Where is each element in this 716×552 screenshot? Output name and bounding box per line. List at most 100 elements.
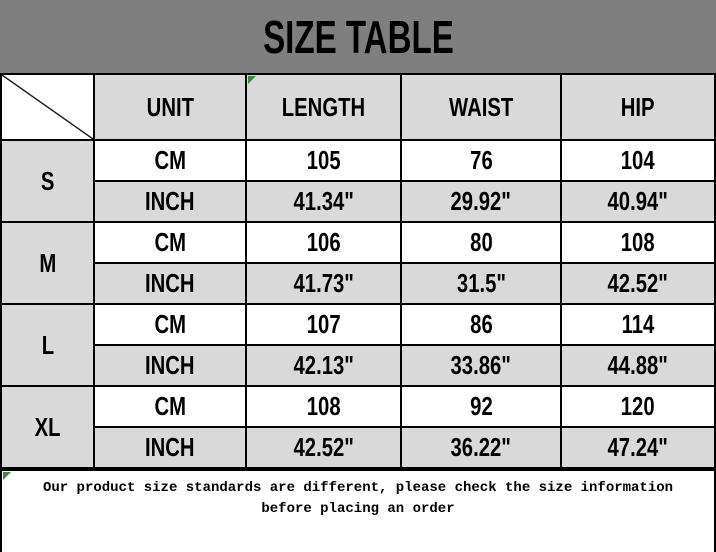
green-corner-flag-icon: [3, 472, 11, 480]
cell-value: INCH: [145, 268, 195, 298]
cell-value: 86: [469, 309, 493, 339]
cell-value: CM: [154, 227, 186, 257]
unit-cell: CM: [93, 385, 247, 428]
table-cell: 106: [245, 221, 402, 264]
cell-value: 120: [621, 391, 655, 421]
col-header-hip: HIP: [560, 73, 716, 141]
cell-value: 80: [469, 227, 493, 257]
unit-cell: CM: [93, 139, 247, 182]
size-label-m: M: [0, 221, 95, 305]
table-row-m-cm: M CM 106 80 108: [0, 221, 716, 305]
table-cell: 105: [245, 139, 402, 182]
cell-value: INCH: [145, 186, 195, 216]
note-line-2: before placing an order: [261, 501, 455, 517]
table-row-s-cm: S CM 105 76 104: [0, 139, 716, 223]
table-row-xl-cm: XL CM 108 92 120: [0, 385, 716, 469]
col-header-label: WAIST: [448, 91, 514, 122]
table-cell: 40.94": [560, 180, 716, 223]
table-cell: 107: [245, 303, 402, 346]
cell-value: 76: [469, 145, 493, 175]
cell-value: 108: [306, 391, 341, 421]
table-cell: 42.52": [560, 262, 716, 305]
table-cell: 76: [400, 139, 562, 182]
cell-value: 36.22": [450, 432, 512, 462]
diagonal-header-cell: [0, 73, 95, 141]
table-cell: 36.22": [400, 426, 562, 469]
table-cell: 120: [560, 385, 716, 428]
table-cell: 41.34": [245, 180, 402, 223]
title-banner: SIZE TABLE: [0, 0, 716, 73]
size-label-xl: XL: [0, 385, 95, 469]
size-label-s: S: [0, 139, 95, 223]
table-row-l-cm: L CM 107 86 114: [0, 303, 716, 387]
table-row-m-inch: INCH 41.73" 31.5" 42.52": [1, 262, 716, 305]
cell-value: 41.34": [293, 186, 354, 216]
size-label: XL: [34, 411, 61, 442]
table-cell: 41.73": [245, 262, 402, 305]
size-label: L: [41, 329, 54, 360]
unit-cell: INCH: [93, 426, 247, 469]
cell-value: CM: [154, 391, 186, 421]
cell-value: 41.73": [293, 268, 354, 298]
table-cell: 104: [560, 139, 716, 182]
col-header-length: LENGTH: [245, 73, 402, 141]
table-row-xl-inch: INCH 42.52" 36.22" 47.24": [1, 426, 716, 469]
cell-value: INCH: [145, 350, 195, 380]
unit-cell: INCH: [93, 344, 247, 387]
table-cell: 42.52": [245, 426, 402, 469]
size-label: S: [40, 165, 55, 196]
cell-value: 40.94": [607, 186, 669, 216]
table-cell: 31.5": [400, 262, 562, 305]
table-cell: 47.24": [560, 426, 716, 469]
table-cell: 33.86": [400, 344, 562, 387]
note-box: Our product size standards are different…: [0, 469, 716, 552]
note-line-1: Our product size standards are different…: [42, 480, 674, 496]
cell-value: 33.86": [450, 350, 512, 380]
cell-value: 108: [621, 227, 655, 257]
unit-cell: INCH: [93, 180, 247, 223]
cell-value: 114: [621, 309, 655, 339]
cell-value: 31.5": [456, 268, 506, 298]
size-table: UNIT LENGTH WAIST HIP S CM 105 76 104 IN…: [0, 73, 716, 469]
table-cell: 80: [400, 221, 562, 264]
col-header-label: HIP: [621, 91, 655, 122]
table-cell: 114: [560, 303, 716, 346]
cell-value: 106: [306, 227, 341, 257]
cell-value: 47.24": [607, 432, 669, 462]
cell-value: 44.88": [607, 350, 669, 380]
col-header-waist: WAIST: [400, 73, 562, 141]
cell-value: 92: [469, 391, 493, 421]
cell-value: 42.13": [293, 350, 354, 380]
page-title: SIZE TABLE: [262, 10, 454, 63]
col-header-unit: UNIT: [93, 73, 247, 141]
cell-value: 104: [621, 145, 655, 175]
table-cell: 92: [400, 385, 562, 428]
col-header-label: LENGTH: [281, 91, 366, 122]
table-row-l-inch: INCH 42.13" 33.86" 44.88": [1, 344, 716, 387]
cell-value: CM: [154, 309, 186, 339]
cell-value: 107: [306, 309, 341, 339]
cell-value: 105: [306, 145, 341, 175]
green-corner-flag-icon: [248, 76, 256, 84]
table-cell: 42.13": [245, 344, 402, 387]
cell-value: INCH: [145, 432, 195, 462]
table-cell: 108: [245, 385, 402, 428]
cell-value: 42.52": [607, 268, 669, 298]
cell-value: 42.52": [293, 432, 354, 462]
diagonal-line: [2, 75, 93, 139]
table-cell: 44.88": [560, 344, 716, 387]
table-row-s-inch: INCH 41.34" 29.92" 40.94": [1, 180, 716, 223]
cell-value: CM: [154, 145, 186, 175]
unit-cell: INCH: [93, 262, 247, 305]
col-header-label: UNIT: [146, 91, 194, 122]
size-label: M: [39, 247, 56, 278]
table-cell: 86: [400, 303, 562, 346]
table-cell: 108: [560, 221, 716, 264]
unit-cell: CM: [93, 303, 247, 346]
size-label-l: L: [0, 303, 95, 387]
header-row: UNIT LENGTH WAIST HIP: [0, 73, 716, 141]
unit-cell: CM: [93, 221, 247, 264]
cell-value: 29.92": [450, 186, 512, 216]
table-cell: 29.92": [400, 180, 562, 223]
